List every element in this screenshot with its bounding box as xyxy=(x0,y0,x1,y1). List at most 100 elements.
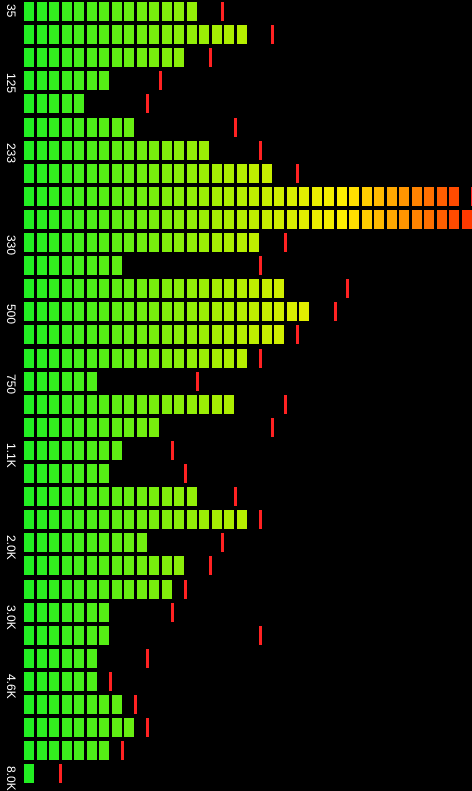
level-segment xyxy=(61,117,72,137)
level-segment xyxy=(111,163,122,183)
level-segment xyxy=(24,94,34,114)
band-row xyxy=(0,648,472,668)
level-segment xyxy=(161,140,172,160)
level-segment xyxy=(49,140,59,160)
level-segment xyxy=(111,209,122,229)
level-segment xyxy=(174,163,184,183)
level-segment xyxy=(36,440,47,460)
level-segment xyxy=(236,233,247,252)
level-segment xyxy=(124,209,134,229)
level-segment xyxy=(74,94,84,114)
level-segment xyxy=(174,556,184,576)
level-segment xyxy=(186,186,197,206)
level-segment xyxy=(74,440,84,460)
level-segment xyxy=(36,487,47,507)
level-segment xyxy=(99,394,109,414)
level-segment xyxy=(249,163,259,183)
level-segment xyxy=(136,163,147,183)
level-segment xyxy=(74,602,84,622)
level-segment xyxy=(49,186,59,206)
level-segment xyxy=(49,2,59,21)
level-segment xyxy=(149,348,159,368)
level-segment xyxy=(74,556,84,576)
level-segment xyxy=(86,487,97,507)
level-segment xyxy=(111,348,122,368)
level-segment xyxy=(111,510,122,530)
level-segment xyxy=(36,302,47,322)
level-segment xyxy=(24,48,34,68)
peak-marker xyxy=(158,71,162,91)
peak-marker xyxy=(121,741,124,761)
level-segment xyxy=(99,302,109,322)
level-segment xyxy=(49,487,59,507)
level-segment xyxy=(24,325,34,345)
level-segment xyxy=(49,718,59,738)
level-segment xyxy=(174,348,184,368)
level-segment xyxy=(36,741,47,761)
level-segment xyxy=(74,417,84,437)
level-segment xyxy=(99,487,109,507)
level-segment xyxy=(74,671,84,691)
level-segment xyxy=(111,233,122,252)
level-segment xyxy=(61,48,72,68)
band-row xyxy=(0,718,472,738)
level-segment xyxy=(136,279,147,299)
level-segment xyxy=(186,487,197,507)
level-segment xyxy=(86,625,97,645)
level-segment xyxy=(124,2,134,21)
band-row xyxy=(0,279,472,299)
level-segment xyxy=(124,417,134,437)
level-segment xyxy=(136,2,147,21)
level-segment xyxy=(61,487,72,507)
level-segment xyxy=(186,163,197,183)
level-segment xyxy=(236,348,247,368)
level-segment xyxy=(124,163,134,183)
level-segment xyxy=(136,325,147,345)
level-segment xyxy=(99,233,109,252)
level-segment xyxy=(111,186,122,206)
level-segment xyxy=(74,117,84,137)
level-segment xyxy=(49,533,59,553)
level-segment xyxy=(174,302,184,322)
level-segment xyxy=(36,94,47,114)
level-segment xyxy=(236,163,247,183)
level-segment xyxy=(149,394,159,414)
level-segment xyxy=(199,140,209,160)
level-segment xyxy=(61,256,72,276)
level-segment xyxy=(61,671,72,691)
level-segment xyxy=(61,695,72,714)
level-segment xyxy=(136,394,147,414)
band-row xyxy=(0,48,472,68)
level-segment xyxy=(99,186,109,206)
level-segment xyxy=(211,510,222,530)
level-segment xyxy=(99,602,109,622)
level-segment xyxy=(36,163,47,183)
level-segment xyxy=(99,464,109,483)
level-segment xyxy=(186,510,197,530)
level-segment xyxy=(86,671,97,691)
level-segment xyxy=(61,602,72,622)
level-segment xyxy=(186,394,197,414)
level-segment xyxy=(124,25,134,45)
level-segment xyxy=(61,302,72,322)
band-row xyxy=(0,741,472,761)
band-row xyxy=(0,394,472,414)
peak-marker xyxy=(221,533,224,553)
level-segment xyxy=(136,510,147,530)
level-segment xyxy=(236,279,247,299)
peak-marker xyxy=(208,556,212,576)
peak-marker xyxy=(221,2,224,21)
peak-marker xyxy=(283,233,287,252)
band-row xyxy=(0,302,472,322)
level-segment xyxy=(36,140,47,160)
level-segment xyxy=(211,279,222,299)
level-segment xyxy=(49,625,59,645)
level-segment xyxy=(236,510,247,530)
level-segment xyxy=(86,163,97,183)
level-segment xyxy=(24,186,34,206)
peak-marker xyxy=(271,417,274,437)
level-segment xyxy=(174,325,184,345)
level-segment xyxy=(149,279,159,299)
band-row xyxy=(0,625,472,645)
